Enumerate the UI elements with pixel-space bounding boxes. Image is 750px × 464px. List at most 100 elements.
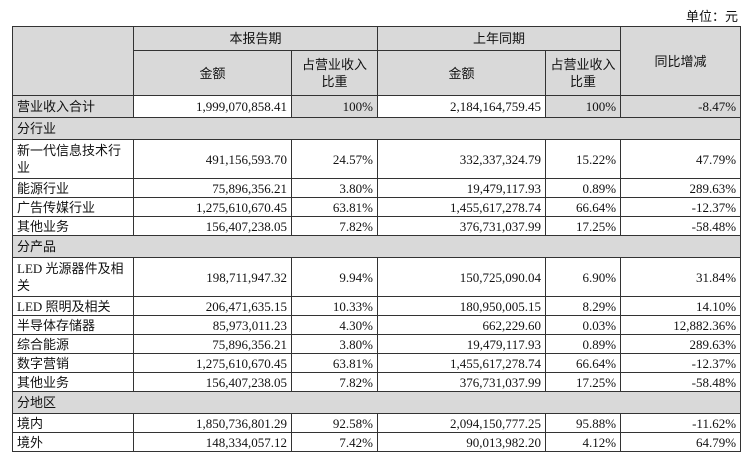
row-label: 新一代信息技术行业 [12, 139, 134, 179]
prior-share: 4.12% [545, 432, 622, 452]
yoy: 14.10% [620, 296, 742, 316]
table-row: 综合能源 75,896,356.21 3.80% 19,479,117.93 0.89%… [12, 334, 742, 354]
yoy: -58.48% [620, 372, 742, 392]
prior-share: 0.89% [545, 178, 622, 198]
prior-amount: 1,455,617,278.74 [377, 353, 547, 373]
yoy: 47.79% [620, 139, 742, 179]
table-row: 广告传媒行业 1,275,610,670.45 63.81% 1,455,617,27… [12, 197, 742, 217]
yoy: 12,882.36% [620, 315, 742, 335]
cur-share: 7.82% [290, 372, 379, 392]
prior-share: 66.64% [545, 353, 622, 373]
cur-amount: 198,711,947.32 [133, 257, 292, 297]
row-label: 综合能源 [12, 334, 134, 354]
section-title: 分行业 [11, 117, 742, 140]
prior-amount: 19,479,117.93 [377, 178, 547, 198]
cur-amount: 1,275,610,670.45 [133, 353, 292, 373]
prior-share: 17.25% [545, 216, 622, 236]
row-label: 境内 [12, 413, 134, 433]
yoy: 31.84% [620, 257, 742, 297]
prior-amount: 662,229.60 [377, 315, 547, 335]
prior-share: 8.29% [545, 296, 622, 316]
yoy: -58.48% [620, 216, 742, 236]
row-label: 境外 [12, 432, 134, 452]
section-title: 分地区 [11, 391, 742, 414]
cur-amount: 206,471,635.15 [133, 296, 292, 316]
prior-share: 0.89% [545, 334, 622, 354]
section-row: 分产品 [11, 235, 742, 258]
section-row: 分地区 [11, 391, 742, 414]
prior-amount: 2,184,164,759.45 [377, 95, 547, 118]
cur-share: 3.80% [290, 178, 379, 198]
header-prior-share: 占营业收入比重 [545, 50, 622, 96]
prior-share: 6.90% [545, 257, 622, 297]
prior-amount: 150,725,090.04 [377, 257, 547, 297]
table-row: 其他业务 156,407,238.05 7.82% 376,731,037.99 17.… [12, 372, 742, 392]
row-label: 半导体存储器 [12, 315, 134, 335]
yoy: 289.63% [620, 178, 742, 198]
prior-amount: 376,731,037.99 [377, 372, 547, 392]
cur-amount: 85,973,011.23 [133, 315, 292, 335]
yoy: -12.37% [620, 353, 742, 373]
header-cur-share: 占营业收入比重 [290, 50, 379, 96]
section-title: 分产品 [11, 235, 742, 258]
revenue-breakdown-table: 本报告期 上年同期 同比增减 金额 占营业收入比重 金额 占营业收入比重 营业收… [11, 26, 742, 452]
row-label: 能源行业 [12, 178, 134, 198]
cur-share: 63.81% [290, 197, 379, 217]
cur-share: 24.57% [290, 139, 379, 179]
cur-amount: 148,334,057.12 [133, 432, 292, 452]
prior-share: 100% [545, 95, 622, 118]
cur-amount: 156,407,238.05 [133, 216, 292, 236]
row-label: 营业收入合计 [12, 95, 134, 118]
prior-amount: 180,950,005.15 [377, 296, 547, 316]
table-row: 半导体存储器 85,973,011.23 4.30% 662,229.60 0.03% 1… [12, 315, 742, 335]
row-label: 其他业务 [12, 216, 134, 236]
prior-amount: 1,455,617,278.74 [377, 197, 547, 217]
cur-share: 9.94% [290, 257, 379, 297]
cur-share: 10.33% [290, 296, 379, 316]
table-row: 境外 148,334,057.12 7.42% 90,013,982.20 4.12% 6… [12, 432, 742, 452]
row-label: LED 光源器件及相关 [12, 257, 134, 297]
cur-amount: 75,896,356.21 [133, 178, 292, 198]
row-label: LED 照明及相关 [12, 296, 134, 316]
cur-amount: 491,156,593.70 [133, 139, 292, 179]
section-row: 分行业 [11, 117, 742, 140]
cur-amount: 156,407,238.05 [133, 372, 292, 392]
prior-amount: 332,337,324.79 [377, 139, 547, 179]
cur-amount: 1,999,070,858.41 [133, 95, 292, 118]
row-label: 数字营销 [12, 353, 134, 373]
prior-share: 17.25% [545, 372, 622, 392]
cur-share: 7.42% [290, 432, 379, 452]
header-current-period: 本报告期 [132, 26, 379, 51]
table-row: 能源行业 75,896,356.21 3.80% 19,479,117.93 0.89%… [12, 178, 742, 198]
header-prior-period: 上年同期 [377, 26, 622, 51]
table-row: 其他业务 156,407,238.05 7.82% 376,731,037.99 17.… [12, 216, 742, 236]
cur-amount: 1,850,736,801.29 [133, 413, 292, 433]
yoy: -11.62% [620, 413, 742, 433]
cur-share: 3.80% [290, 334, 379, 354]
yoy: 64.79% [620, 432, 742, 452]
yoy: -12.37% [620, 197, 742, 217]
cur-amount: 1,275,610,670.45 [133, 197, 292, 217]
header-cur-amount: 金额 [133, 50, 292, 96]
header-yoy: 同比增减 [620, 26, 742, 96]
prior-amount: 376,731,037.99 [377, 216, 547, 236]
table-row: 境内 1,850,736,801.29 92.58% 2,094,150,777.25… [12, 413, 742, 433]
table-row: 新一代信息技术行业 491,156,593.70 24.57% 332,337,324… [12, 139, 742, 179]
prior-share: 15.22% [545, 139, 622, 179]
prior-share: 0.03% [545, 315, 622, 335]
table-row: LED 照明及相关 206,471,635.15 10.33% 180,950,005… [12, 296, 742, 316]
header-blank [12, 26, 134, 96]
cur-share: 100% [290, 95, 379, 118]
unit-label: 单位：元 [685, 9, 738, 24]
yoy: -8.47% [620, 95, 742, 118]
row-label: 广告传媒行业 [12, 197, 134, 217]
cur-amount: 75,896,356.21 [133, 334, 292, 354]
prior-amount: 90,013,982.20 [377, 432, 547, 452]
total-row: 营业收入合计 1,999,070,858.41 100% 2,184,164,7… [12, 95, 742, 118]
prior-amount: 19,479,117.93 [377, 334, 547, 354]
cur-share: 92.58% [290, 413, 379, 433]
table-row: 数字营销 1,275,610,670.45 63.81% 1,455,617,278.… [12, 353, 742, 373]
header-prior-amount: 金额 [377, 50, 547, 96]
row-label: 其他业务 [12, 372, 134, 392]
yoy: 289.63% [620, 334, 742, 354]
